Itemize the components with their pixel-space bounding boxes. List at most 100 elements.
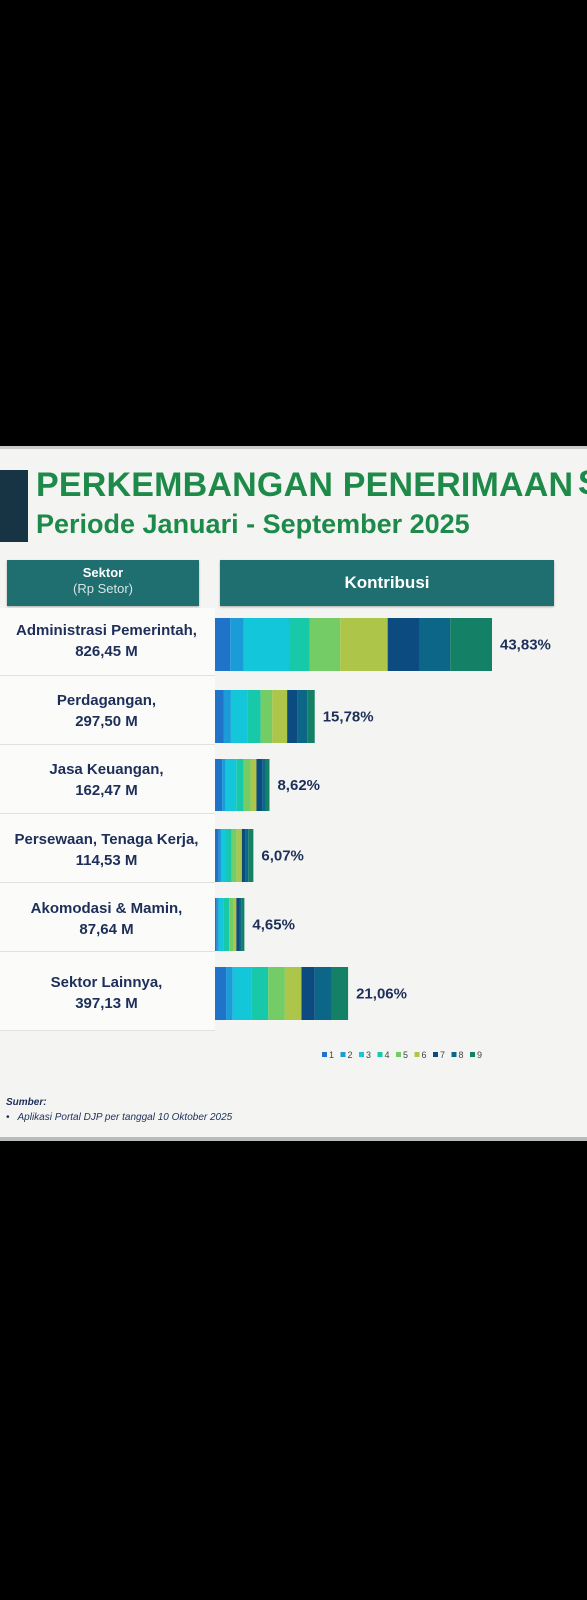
- bar-segment: [241, 829, 246, 882]
- bar-segment: [226, 829, 232, 882]
- legend-swatch: [414, 1052, 420, 1057]
- bar-segment: [309, 618, 341, 671]
- bar-segment: [243, 759, 251, 811]
- legend-label: 1: [329, 1050, 334, 1060]
- bar-segment: [236, 898, 240, 951]
- bar-segment: [215, 967, 227, 1020]
- row-background: [0, 883, 215, 952]
- bar-segment: [215, 829, 219, 882]
- bar-segment: [215, 690, 224, 743]
- bar-segment: [225, 759, 237, 811]
- bar-value-label: 43,83%: [500, 637, 551, 654]
- legend-swatch: [322, 1052, 327, 1057]
- column-header-sektor-label: Sektor: [82, 565, 124, 580]
- sector-name: Persewaan, Tenaga Kerja,: [14, 831, 199, 848]
- bar-segment: [230, 690, 248, 743]
- bar-segment: [262, 759, 266, 811]
- source-label: Sumber:: [6, 1097, 47, 1108]
- bar-segment: [331, 967, 349, 1020]
- legend-swatch: [359, 1052, 364, 1057]
- bar-segment: [241, 898, 245, 951]
- bar-segment: [256, 759, 263, 811]
- bar-segment: [301, 967, 315, 1020]
- sector-name: Perdagangan,: [56, 692, 157, 709]
- bar-value-label: 8,62%: [277, 777, 320, 794]
- bar-segment: [287, 690, 298, 743]
- column-header-sektor: Sektor (Rp Setor): [7, 560, 199, 606]
- row-background: [0, 814, 215, 883]
- sector-amount: 87,64 M: [79, 921, 134, 938]
- bar-segment: [248, 829, 254, 882]
- legend-label: 3: [366, 1050, 371, 1060]
- sector-label: Sektor Lainnya, 397,13 M: [0, 972, 213, 1014]
- bar-segment: [268, 967, 285, 1020]
- bar-segment: [231, 829, 237, 882]
- bar-value-label: 21,06%: [356, 986, 407, 1003]
- bar-segment: [260, 690, 273, 743]
- row-background: [0, 676, 215, 745]
- sector-label: Administrasi Pemerintah, 826,45 M: [0, 620, 213, 662]
- bar-segment: [215, 759, 223, 811]
- bar-segment: [222, 759, 226, 811]
- bar-segment: [419, 618, 451, 671]
- legend-label: 5: [403, 1050, 408, 1060]
- legend-swatch: [470, 1052, 475, 1057]
- legend-swatch: [451, 1052, 457, 1057]
- bar-segment: [215, 618, 231, 671]
- bar-segment: [314, 967, 332, 1020]
- page-title: PERKEMBANGAN PENERIMAAN: [36, 466, 574, 504]
- legend-swatch: [396, 1052, 401, 1057]
- sector-amount: 397,13 M: [75, 995, 138, 1012]
- legend-label: 2: [348, 1050, 353, 1060]
- bar-segment: [226, 967, 233, 1020]
- sector-amount: 162,47 M: [75, 782, 138, 799]
- column-header-kontribusi: Kontribusi: [220, 560, 554, 606]
- sector-label: Persewaan, Tenaga Kerja, 114,53 M: [0, 829, 213, 871]
- bar-segment: [221, 829, 227, 882]
- bar-segment: [223, 690, 231, 743]
- slide-top-border: [0, 446, 587, 449]
- legend-label: 4: [385, 1050, 390, 1060]
- bar-segment: [230, 618, 244, 671]
- row-background: [0, 608, 215, 676]
- bar-segment: [215, 898, 217, 951]
- bar-segment: [284, 967, 302, 1020]
- row-background: [0, 745, 215, 814]
- sector-amount: 826,45 M: [75, 643, 138, 660]
- bar-segment: [307, 690, 315, 743]
- bar-segment: [251, 967, 269, 1020]
- legend-swatch: [377, 1052, 383, 1057]
- bar-segment: [340, 618, 388, 671]
- legend-swatch: [433, 1052, 438, 1057]
- slide: PERKEMBANGAN PENERIMAAN S Periode Januar…: [0, 446, 587, 1141]
- bar-value-label: 6,07%: [261, 848, 304, 865]
- bar-segment: [229, 898, 234, 951]
- sector-label: Jasa Keuangan, 162,47 M: [0, 759, 213, 801]
- legend-label: 7: [440, 1050, 445, 1060]
- bar-segment: [233, 898, 237, 951]
- bar-segment: [265, 759, 270, 811]
- legend-label: 9: [477, 1050, 482, 1060]
- sector-name: Akomodasi & Mamin,: [30, 900, 183, 917]
- source-text: Aplikasi Portal DJP per tanggal 10 Oktob…: [17, 1112, 233, 1123]
- bar-value-label: 15,78%: [323, 709, 374, 726]
- sector-name: Jasa Keuangan,: [49, 761, 164, 778]
- legend-label: 6: [422, 1050, 427, 1060]
- row-background: [0, 952, 215, 1031]
- bar-segment: [243, 618, 289, 671]
- bar-segment: [272, 690, 288, 743]
- sector-label: Perdagangan, 297,50 M: [0, 690, 213, 732]
- legend-swatch: [340, 1052, 346, 1057]
- bar-segment: [232, 967, 252, 1020]
- bar-segment: [223, 898, 230, 951]
- bar-segment: [218, 898, 224, 951]
- column-header-sektor-unit: (Rp Setor): [73, 581, 133, 596]
- source-bullet: •: [6, 1112, 10, 1123]
- sector-amount: 114,53 M: [75, 852, 138, 869]
- bar-segment: [288, 618, 310, 671]
- corner-decoration: [0, 470, 28, 542]
- bar-segment: [236, 829, 242, 882]
- sector-name: Sektor Lainnya,: [50, 974, 163, 991]
- source-item: • Aplikasi Portal DJP per tanggal 10 Okt…: [6, 1112, 232, 1123]
- bar-value-label: 4,65%: [252, 917, 295, 934]
